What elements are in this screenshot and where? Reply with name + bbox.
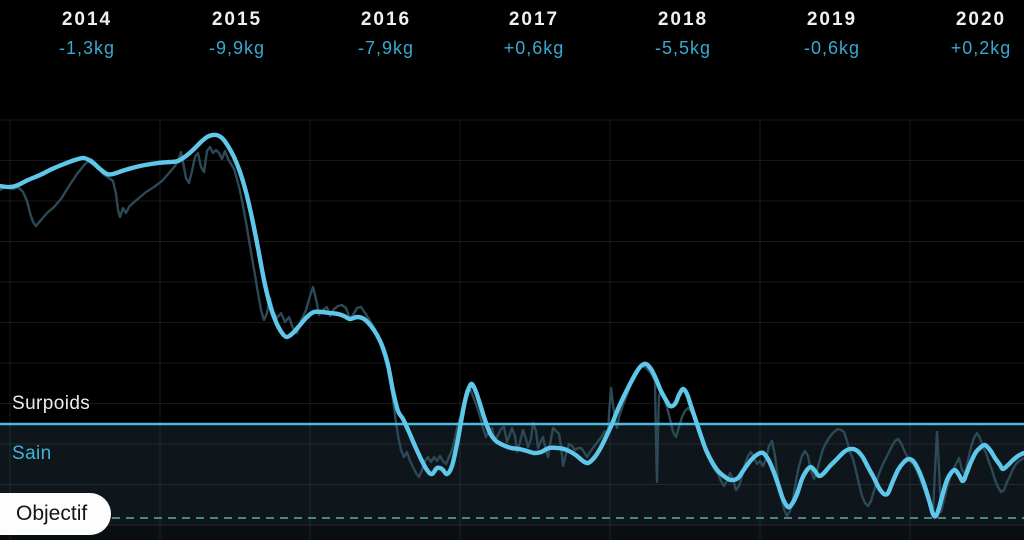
objectif-badge: Objectif (0, 493, 112, 535)
zone-label-surpoids: Surpoids (12, 393, 91, 414)
year-label: 2015 (211, 9, 263, 30)
year-delta: -0,6kg (803, 38, 861, 58)
objectif-label: Objectif (16, 502, 88, 525)
year-column-2015[interactable]: 2015 -9,9kg (162, 8, 312, 59)
year-label: 2020 (955, 9, 1007, 30)
year-label: 2017 (508, 9, 560, 30)
year-delta: -9,9kg (208, 38, 266, 58)
sain-zone-band (0, 425, 1024, 540)
year-delta: -7,9kg (357, 38, 415, 58)
year-column-2016[interactable]: 2016 -7,9kg (311, 8, 461, 59)
year-label: 2019 (806, 9, 858, 30)
year-label: 2014 (61, 9, 113, 30)
trend-weight-line (0, 132, 1024, 519)
year-delta: -5,5kg (654, 38, 712, 58)
year-label: 2018 (657, 9, 709, 30)
year-column-2019[interactable]: 2019 -0,6kg (757, 8, 907, 59)
year-delta: +0,2kg (950, 38, 1012, 58)
year-column-2018[interactable]: 2018 -5,5kg (608, 8, 758, 59)
chart-gridlines (0, 119, 1024, 540)
year-column-2017[interactable]: 2017 +0,6kg (459, 8, 609, 59)
year-delta: +0,6kg (503, 38, 565, 58)
zone-label-sain: Sain (12, 443, 52, 464)
year-column-2020[interactable]: 2020 +0,2kg (906, 8, 1024, 59)
year-label: 2016 (360, 9, 412, 30)
year-delta: -1,3kg (58, 38, 116, 58)
daily-weight-line (0, 145, 1024, 518)
year-column-2014[interactable]: 2014 -1,3kg (12, 8, 162, 59)
